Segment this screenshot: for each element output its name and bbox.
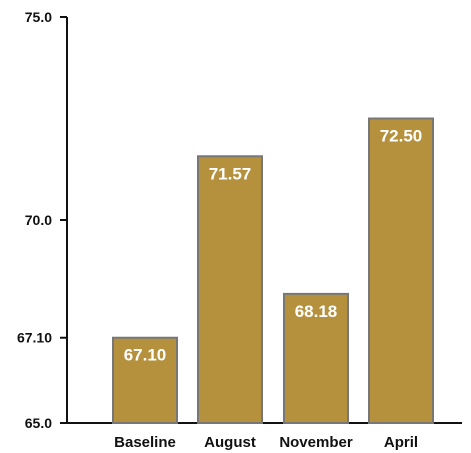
y-tick-label: 70.0 — [25, 212, 52, 228]
bar — [112, 336, 178, 424]
y-tick-label: 65.0 — [25, 415, 52, 431]
bar-data-label: 71.57 — [209, 164, 252, 183]
y-tick-label: 67.10 — [17, 330, 52, 346]
bar — [283, 292, 349, 424]
category-label: November — [279, 434, 353, 451]
bar-data-label: 68.18 — [295, 302, 338, 321]
category-label: August — [204, 434, 256, 451]
bar — [368, 117, 434, 424]
bars — [112, 117, 434, 424]
y-tick-label: 75.0 — [25, 9, 52, 25]
bar-data-labels: 67.10 71.57 68.18 72.50 — [124, 127, 423, 365]
category-label: April — [384, 434, 418, 451]
category-labels: Baseline August November April — [114, 434, 418, 451]
bar-data-label: 67.10 — [124, 346, 167, 365]
y-axis: 65.0 67.10 70.0 75.0 — [17, 9, 68, 431]
category-label: Baseline — [114, 434, 176, 451]
bar-data-label: 72.50 — [380, 127, 423, 146]
bar — [197, 155, 263, 424]
